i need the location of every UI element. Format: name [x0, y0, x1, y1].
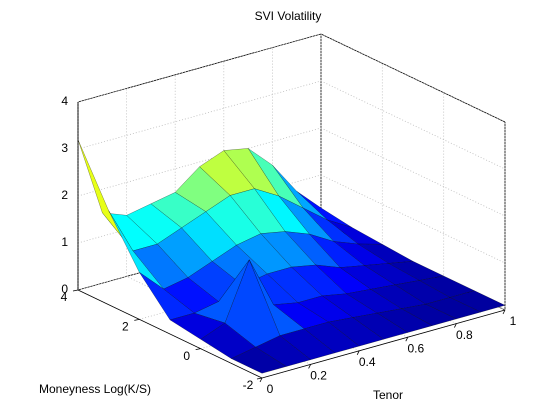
tick-mark — [308, 364, 311, 369]
y-tick-label: 4 — [61, 290, 68, 304]
x-tick-label: 0.6 — [407, 341, 424, 355]
tick-mark — [259, 377, 263, 383]
y-tick-label: -2 — [243, 378, 254, 392]
z-tick-label: 1 — [61, 235, 68, 249]
y-tick-label: 2 — [122, 320, 129, 334]
box-edge — [77, 289, 263, 379]
grid-line — [320, 33, 506, 123]
x-tick-label: 0.8 — [456, 328, 473, 342]
tick-mark — [405, 337, 409, 342]
grid-line — [320, 80, 506, 170]
surface-patch — [230, 346, 287, 374]
box-edge — [261, 309, 506, 379]
tick-mark — [356, 350, 360, 355]
z-tick-label: 3 — [61, 141, 68, 155]
tick-mark — [256, 377, 263, 380]
y-tick-label: 0 — [183, 349, 190, 363]
tick-mark — [502, 309, 506, 315]
z-tick-label: 4 — [61, 94, 68, 108]
x-tick-label: 0.4 — [359, 355, 376, 369]
x-tick-label: 1 — [510, 314, 517, 328]
grid-line — [77, 127, 322, 197]
x-tick-label: 0 — [267, 382, 274, 396]
tick-mark — [72, 289, 79, 292]
x-tick-label: 0.2 — [310, 369, 327, 383]
grid-line — [77, 80, 322, 150]
chart-title: SVI Volatility — [255, 9, 322, 23]
tick-mark — [134, 318, 140, 321]
grid-line — [320, 127, 506, 217]
z-tick-label: 2 — [61, 188, 68, 202]
y-axis-label: Moneyness Log(K/S) — [39, 382, 151, 396]
tick-mark — [195, 348, 201, 351]
z-tick-label: 0 — [61, 282, 68, 296]
tick-mark — [454, 323, 457, 328]
grid-line — [320, 174, 506, 264]
x-axis-label: Tenor — [373, 388, 403, 402]
grid-line — [77, 33, 322, 103]
